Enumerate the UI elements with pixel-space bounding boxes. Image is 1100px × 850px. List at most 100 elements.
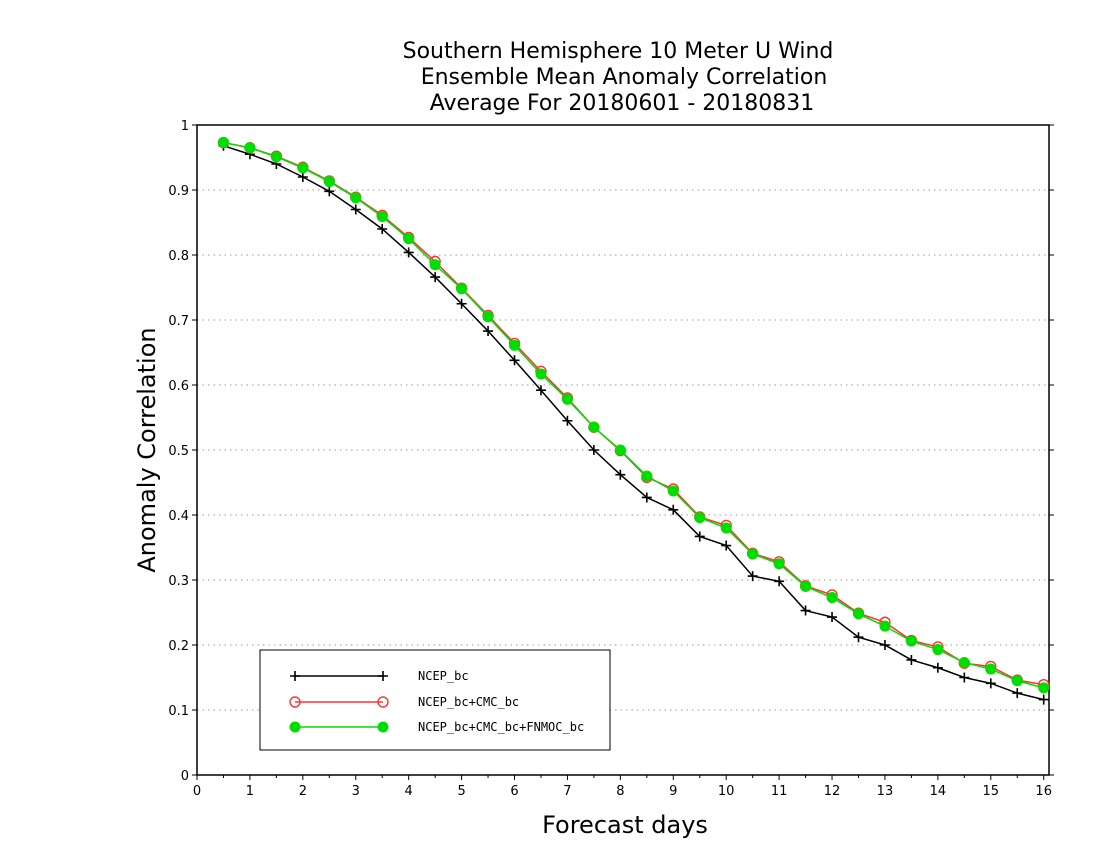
y-tick-label: 0.9 bbox=[168, 184, 189, 199]
data-point-marker bbox=[376, 211, 388, 223]
data-point-marker bbox=[456, 283, 468, 295]
x-tick-label: 3 bbox=[352, 784, 360, 799]
data-point-marker bbox=[826, 592, 838, 604]
data-point-marker bbox=[879, 640, 890, 650]
data-point-marker bbox=[323, 176, 335, 188]
x-tick-label: 16 bbox=[1035, 784, 1052, 799]
y-tick-label: 0.1 bbox=[168, 704, 189, 719]
data-point-marker bbox=[774, 576, 785, 587]
legend-entry: NCEP_bc+CMC_bc+FNMOC_bc bbox=[289, 720, 584, 734]
data-point-marker bbox=[456, 298, 467, 309]
data-point-marker bbox=[270, 151, 282, 163]
title-line-3: Average For 20180601 - 20180831 bbox=[430, 91, 815, 116]
x-tick-label: 14 bbox=[930, 784, 947, 799]
data-point-marker bbox=[377, 696, 389, 708]
data-point-marker bbox=[1012, 688, 1023, 699]
x-tick-label: 15 bbox=[983, 784, 1000, 799]
data-point-marker bbox=[720, 522, 732, 534]
y-tick-label: 0.6 bbox=[168, 379, 189, 394]
chart-title: Southern Hemisphere 10 Meter U Wind Ense… bbox=[403, 39, 834, 116]
data-point-marker bbox=[588, 445, 599, 455]
y-tick-label: 1 bbox=[181, 119, 189, 134]
data-point-marker bbox=[378, 671, 388, 681]
y-tick-label: 0.5 bbox=[168, 444, 189, 459]
data-point-marker bbox=[562, 415, 573, 426]
data-point-marker bbox=[641, 492, 652, 503]
data-point-marker bbox=[350, 192, 362, 204]
data-point-marker bbox=[217, 137, 229, 149]
x-tick-label: 4 bbox=[405, 784, 413, 799]
data-point-marker bbox=[959, 672, 970, 683]
x-tick-label: 0 bbox=[193, 784, 201, 799]
data-point-marker bbox=[852, 608, 864, 620]
x-tick-label: 7 bbox=[563, 784, 571, 799]
x-tick-label: 12 bbox=[824, 784, 841, 799]
data-point-marker bbox=[588, 421, 600, 433]
title-line-1: Southern Hemisphere 10 Meter U Wind bbox=[403, 39, 834, 64]
data-point-marker bbox=[694, 512, 706, 524]
data-point-marker bbox=[289, 696, 301, 708]
data-point-marker bbox=[853, 632, 864, 643]
x-tick-label: 8 bbox=[616, 784, 624, 799]
data-point-marker bbox=[721, 540, 732, 551]
data-point-marker bbox=[615, 469, 626, 480]
x-tick-label: 2 bbox=[299, 784, 307, 799]
data-point-marker bbox=[244, 142, 256, 154]
legend-label: NCEP_bc+CMC_bc+FNMOC_bc bbox=[418, 720, 584, 734]
data-point-marker bbox=[958, 657, 970, 669]
data-point-marker bbox=[800, 581, 812, 592]
data-point-marker bbox=[932, 662, 943, 673]
y-axis-title: Anomaly Correlation bbox=[133, 327, 161, 572]
title-line-2: Ensemble Mean Anomaly Correlation bbox=[421, 65, 828, 90]
data-point-marker bbox=[403, 247, 414, 258]
legend-box bbox=[259, 649, 611, 751]
y-tick-label: 0 bbox=[181, 769, 189, 784]
legend-entry: NCEP_bc+CMC_bc bbox=[289, 695, 519, 709]
legend-label: NCEP_bc bbox=[418, 669, 469, 683]
data-point-marker bbox=[905, 635, 917, 647]
data-point-marker bbox=[509, 355, 520, 366]
data-point-marker bbox=[289, 721, 301, 733]
x-tick-label: 10 bbox=[718, 784, 735, 799]
data-point-marker bbox=[641, 470, 653, 482]
data-point-marker bbox=[668, 504, 679, 515]
legend-entry: NCEP_bc bbox=[290, 669, 469, 683]
data-point-marker bbox=[1011, 675, 1023, 687]
series-line bbox=[223, 141, 1044, 686]
data-point-marker bbox=[429, 259, 441, 271]
series-ncep-bc-cmc-bc-fnmoc-bc bbox=[217, 137, 1050, 694]
data-point-marker bbox=[667, 485, 679, 497]
data-point-marker bbox=[377, 224, 388, 234]
y-tick-label: 0.7 bbox=[168, 314, 189, 329]
data-point-marker bbox=[747, 571, 758, 582]
x-tick-label: 1 bbox=[246, 784, 254, 799]
data-point-marker bbox=[535, 368, 547, 380]
data-point-marker bbox=[509, 339, 521, 351]
legend-label: NCEP_bc+CMC_bc bbox=[418, 695, 519, 709]
data-point-marker bbox=[747, 548, 759, 560]
data-point-marker bbox=[430, 272, 441, 283]
grid-lines bbox=[197, 189, 1049, 711]
data-point-marker bbox=[561, 393, 573, 405]
data-point-marker bbox=[773, 558, 785, 570]
series-ncep-bc-cmc-bc bbox=[217, 136, 1050, 691]
data-point-marker bbox=[403, 233, 415, 245]
data-point-marker bbox=[290, 671, 300, 681]
y-tick-label: 0.2 bbox=[168, 639, 189, 654]
legend-items: NCEP_bc NCEP_bc+CMC_bc NCEP_bc+CMC_bc+FNMO… bbox=[289, 669, 584, 734]
data-point-marker bbox=[614, 444, 626, 456]
y-tick-label: 0.8 bbox=[168, 249, 189, 264]
data-point-marker bbox=[297, 172, 308, 182]
series-ncep-bc bbox=[218, 140, 1049, 705]
data-point-marker bbox=[377, 721, 389, 733]
x-tick-label: 5 bbox=[457, 784, 465, 799]
x-tick-label: 6 bbox=[510, 784, 518, 799]
data-point-marker bbox=[1038, 682, 1050, 694]
x-tick-label: 9 bbox=[669, 784, 677, 799]
data-point-marker bbox=[1038, 694, 1049, 705]
y-tick-label: 0.4 bbox=[168, 509, 189, 524]
series-line bbox=[223, 141, 1044, 689]
data-point-marker bbox=[324, 186, 335, 197]
legend: NCEP_bc NCEP_bc+CMC_bc NCEP_bc+CMC_bc+FNMO… bbox=[259, 649, 611, 751]
